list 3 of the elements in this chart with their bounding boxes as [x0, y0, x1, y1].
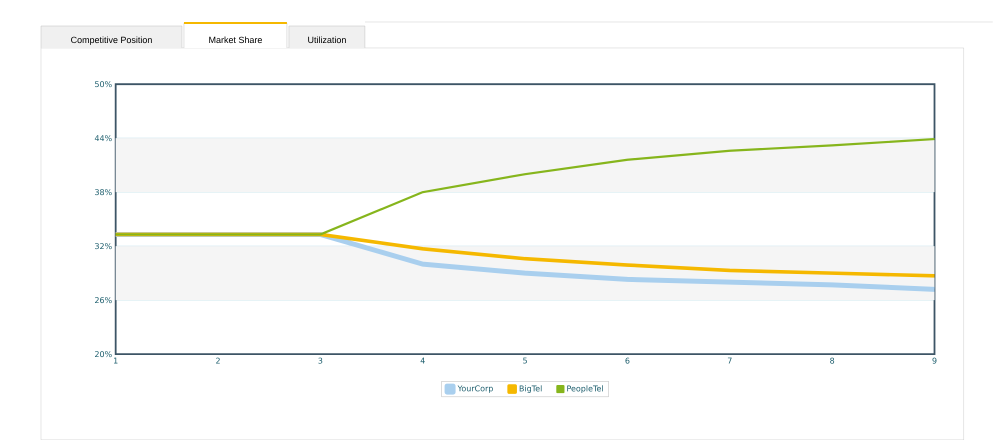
- text: Market Share: [209, 36, 262, 44]
- text: Competitive Position: [71, 36, 152, 45]
- text: Utilization: [308, 36, 346, 44]
